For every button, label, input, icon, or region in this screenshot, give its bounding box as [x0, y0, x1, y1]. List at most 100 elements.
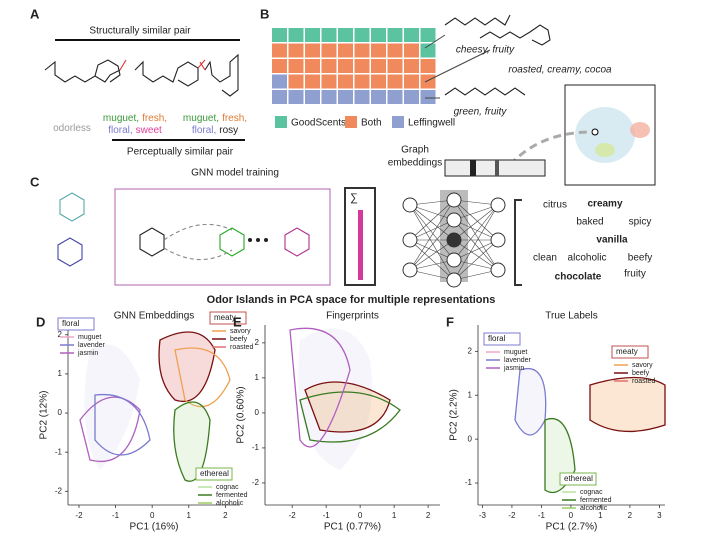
arrow: [508, 130, 593, 167]
grid-cell: [371, 28, 386, 42]
legend-label: lavender: [504, 357, 532, 364]
legend-label: cognac: [216, 484, 239, 491]
odor-word: beefy: [628, 253, 652, 264]
node: [446, 212, 462, 228]
edge: [409, 204, 455, 261]
caption: Perceptually similar pair: [127, 147, 234, 158]
grid-cell: [404, 28, 419, 42]
edge: [453, 204, 499, 221]
legend-label: muguet: [504, 349, 527, 356]
descriptor: rosy: [219, 125, 238, 136]
legend-label: Both: [361, 118, 382, 129]
grid-cell: [354, 90, 370, 104]
edge: [409, 204, 455, 241]
edge: [453, 239, 499, 261]
node: [490, 232, 506, 248]
legend-title-box: [57, 317, 95, 331]
x-tick-label: 2: [426, 511, 431, 520]
edge: [409, 199, 455, 241]
grid-cell: [321, 74, 337, 89]
grid-cell: [305, 74, 320, 89]
grid-cell: [420, 59, 436, 73]
odor-word: baked: [576, 217, 603, 228]
descriptor: muguet,: [103, 113, 139, 124]
y-tick-label: -2: [252, 478, 260, 487]
caption: Structurally similar pair: [89, 26, 191, 37]
grid-cell: [272, 59, 287, 73]
panel-label: D: [36, 314, 45, 329]
grid-cell: [420, 90, 436, 104]
y-tick-label: 1: [255, 373, 260, 382]
pointer: [424, 49, 491, 83]
molecule: [57, 192, 85, 267]
molecule: [444, 14, 551, 96]
grid-cell: [354, 59, 370, 73]
grid-cell: [354, 74, 370, 89]
x-axis-label: PC1 (2.7%): [546, 522, 598, 533]
embedding-vector: [358, 210, 363, 280]
edge: [453, 204, 499, 261]
edge: [453, 269, 499, 281]
inset-point: [591, 128, 599, 136]
grid-cell: [387, 90, 403, 104]
legend-title: floral: [488, 334, 506, 343]
descriptor: fresh,: [142, 113, 167, 124]
edge: [409, 269, 455, 281]
node: [402, 262, 418, 278]
odor-word: vanilla: [596, 235, 628, 246]
node: [490, 262, 506, 278]
legend-label: beefy: [230, 336, 248, 343]
grid-cell: [420, 28, 436, 42]
descriptor: fresh,: [222, 113, 247, 124]
y-tick-label: 2: [58, 330, 63, 339]
legend-label: alcoholic: [580, 505, 608, 512]
y-tick-label: 1: [58, 369, 63, 378]
grid-cell: [404, 74, 419, 89]
legend-label: beefy: [632, 370, 650, 377]
readout-box: [344, 187, 376, 286]
y-axis-label: PC2 (0.60%): [236, 386, 247, 443]
panel-label: B: [260, 6, 269, 21]
legend-title-box: [611, 345, 649, 359]
edge: [409, 199, 455, 271]
descriptors: cheesy, fruity roasted, creamy, cocoa gree…: [454, 45, 612, 118]
heading: GNN model training: [191, 168, 279, 179]
edge: [409, 219, 455, 241]
y-tick-label: 0: [255, 408, 260, 417]
odor-word: spicy: [629, 217, 652, 228]
legend-label: jasmin: [77, 350, 98, 357]
x-tick-label: 1: [392, 511, 397, 520]
grid-cell: [321, 90, 337, 104]
inset-cloud: [595, 143, 615, 157]
sum-symbol: ∑: [350, 192, 358, 204]
source-grid: [272, 28, 436, 104]
y-tick-label: 0: [58, 408, 63, 417]
node: [402, 232, 418, 248]
x-tick-label: -2: [289, 511, 297, 520]
legend-label: lavender: [78, 342, 106, 349]
grid-cell: [305, 59, 320, 73]
grid-cell: [404, 90, 419, 104]
embedding-label: embeddings: [388, 158, 442, 169]
x-axis-label: PC1 (0.77%): [324, 522, 381, 533]
grid-cell: [321, 43, 337, 58]
grid-cell: [272, 43, 287, 58]
node: [402, 197, 418, 213]
edge: [453, 199, 499, 271]
edge: [409, 204, 455, 221]
grid-cell: [371, 59, 386, 73]
legend-label: roasted: [632, 378, 655, 385]
descriptor: roasted, creamy, cocoa: [508, 65, 612, 76]
x-tick-label: 0: [358, 511, 363, 520]
grid-cell: [272, 74, 287, 89]
x-tick-label: -2: [508, 511, 516, 520]
grid-cell: [420, 74, 436, 89]
legend-title: floral: [62, 319, 80, 328]
grid-cell: [321, 59, 337, 73]
grid-cell: [354, 28, 370, 42]
grid-cell: [288, 74, 304, 89]
legend-swatch: [392, 116, 404, 128]
odor-word: creamy: [587, 199, 622, 210]
embedding-label: Graph: [401, 145, 429, 156]
grid-cell: [404, 43, 419, 58]
